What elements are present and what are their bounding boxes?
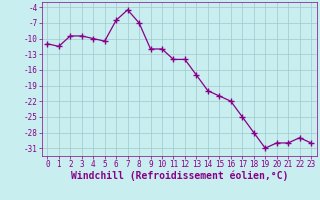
X-axis label: Windchill (Refroidissement éolien,°C): Windchill (Refroidissement éolien,°C) <box>70 171 288 181</box>
